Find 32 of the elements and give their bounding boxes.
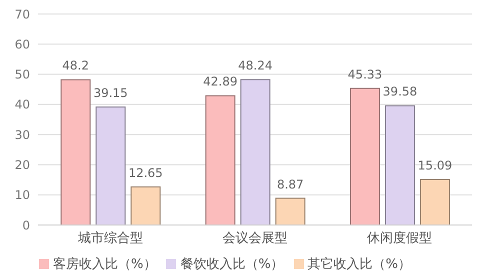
bar [384,105,415,225]
data-label: 45.33 [348,67,382,82]
data-label: 8.87 [276,177,304,192]
y-tick-label: 50 [14,68,30,82]
x-tick-label: 会议会展型 [222,231,288,246]
data-label: 48.24 [238,58,272,73]
data-label: 42.89 [203,74,238,89]
x-tick-label: 城市综合型 [76,231,143,246]
y-tick-label: 10 [14,188,30,202]
y-tick-label: 70 [14,7,30,22]
bar [205,95,236,225]
legend-label: 其它收入比（%） [308,257,412,272]
bar [240,79,270,225]
bar [130,186,161,225]
data-label: 39.15 [93,86,128,100]
y-tick-label: 20 [14,158,30,172]
y-tick-label: 60 [14,37,30,52]
data-label: 15.09 [418,158,452,173]
legend-label: 客房收入比（%） [52,257,156,272]
x-tick-label: 休闲度假型 [367,230,432,246]
y-tick-label: 30 [14,128,30,142]
data-label: 12.65 [128,166,163,180]
data-label: 48.2 [62,58,90,73]
legend-label: 餐饮收入比（%） [180,257,284,272]
bar [350,88,380,225]
bar [420,179,450,225]
y-tick-label: 0 [22,218,30,232]
bar [275,198,306,225]
data-label: 39.58 [382,84,418,99]
bar [96,106,126,225]
y-tick-label: 40 [14,98,30,112]
bar [60,79,91,225]
